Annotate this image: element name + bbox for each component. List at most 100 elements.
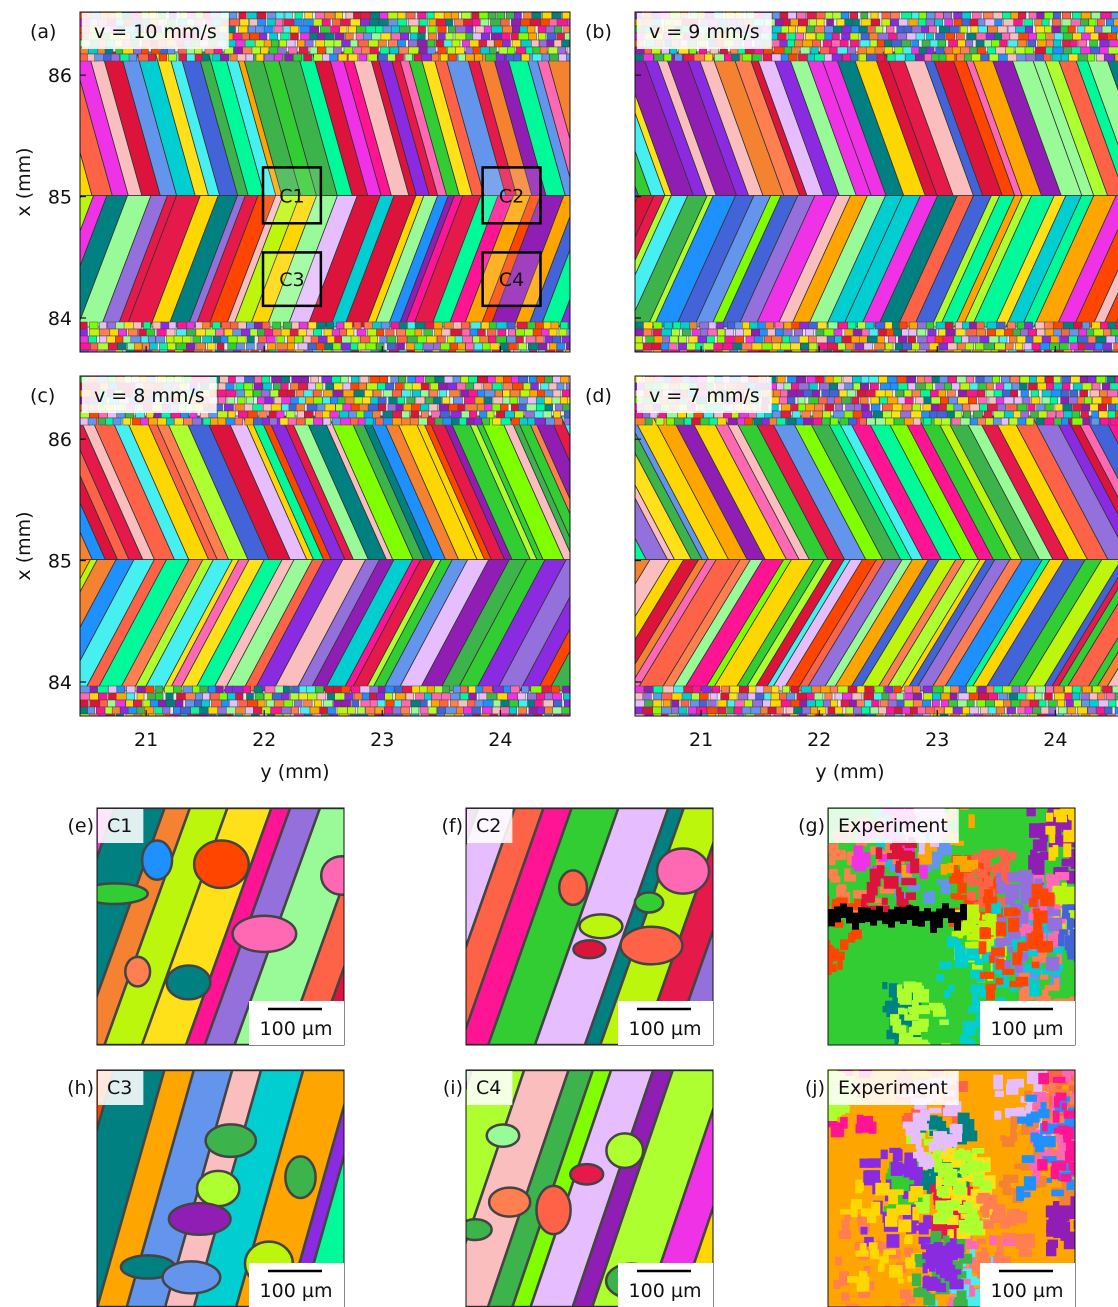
grain bbox=[984, 860, 990, 867]
small-grain bbox=[806, 12, 818, 20]
grain bbox=[124, 955, 152, 988]
small-grain bbox=[507, 46, 516, 55]
grain bbox=[904, 1018, 920, 1026]
small-grain bbox=[884, 389, 893, 398]
small-grain bbox=[699, 713, 709, 716]
small-grain bbox=[463, 713, 474, 716]
small-grain bbox=[1063, 713, 1073, 716]
small-grain bbox=[823, 328, 834, 337]
small-grain bbox=[115, 335, 124, 344]
small-grain bbox=[377, 396, 387, 405]
small-grain bbox=[302, 18, 314, 27]
grain bbox=[851, 1198, 858, 1207]
small-grain bbox=[977, 389, 985, 398]
small-grain bbox=[408, 46, 419, 55]
grain bbox=[994, 1090, 1004, 1097]
grain bbox=[1018, 990, 1029, 1005]
grain bbox=[1084, 823, 1092, 829]
grain bbox=[860, 1208, 868, 1217]
small-grain bbox=[980, 53, 989, 62]
small-grain bbox=[387, 12, 399, 20]
grain bbox=[1046, 1205, 1059, 1215]
small-grain bbox=[247, 25, 257, 34]
small-grain bbox=[414, 349, 424, 352]
small-grain bbox=[424, 692, 432, 701]
small-grain bbox=[370, 349, 379, 352]
small-grain bbox=[930, 396, 941, 405]
grain bbox=[828, 963, 837, 973]
small-grain bbox=[465, 342, 474, 351]
small-grain bbox=[775, 706, 784, 715]
small-grain bbox=[482, 699, 494, 708]
small-grain bbox=[466, 403, 477, 412]
small-grain bbox=[316, 403, 326, 412]
grain bbox=[1079, 1045, 1088, 1058]
small-grain bbox=[849, 32, 860, 41]
grain bbox=[1022, 922, 1028, 929]
small-grain bbox=[383, 389, 393, 398]
small-grain bbox=[1025, 53, 1036, 62]
small-grain bbox=[1045, 713, 1055, 716]
small-grain bbox=[1060, 396, 1070, 405]
small-grain bbox=[797, 18, 809, 27]
grain bbox=[284, 1155, 317, 1200]
small-grain bbox=[438, 389, 447, 398]
small-grain bbox=[660, 713, 673, 716]
small-grain bbox=[1058, 706, 1068, 715]
small-grain bbox=[813, 692, 824, 701]
small-grain bbox=[986, 685, 995, 694]
small-grain bbox=[246, 396, 254, 405]
small-grain bbox=[752, 53, 762, 62]
grain bbox=[904, 1187, 914, 1194]
small-grain bbox=[491, 25, 503, 34]
small-grain bbox=[784, 349, 795, 352]
grain bbox=[916, 1147, 924, 1160]
small-grain bbox=[448, 403, 460, 412]
grain bbox=[892, 1157, 899, 1173]
small-grain bbox=[148, 53, 157, 62]
small-grain bbox=[965, 39, 974, 48]
small-grain bbox=[298, 685, 307, 694]
small-grain bbox=[509, 699, 519, 708]
grain bbox=[864, 1236, 874, 1247]
small-grain bbox=[554, 417, 563, 426]
grain bbox=[813, 909, 823, 922]
small-grain bbox=[474, 53, 483, 62]
grain bbox=[1087, 843, 1101, 854]
small-grain bbox=[635, 349, 644, 352]
small-grain bbox=[935, 46, 945, 55]
small-grain bbox=[321, 376, 333, 384]
small-grain bbox=[1025, 25, 1033, 34]
grain bbox=[954, 954, 969, 968]
small-grain bbox=[164, 713, 176, 716]
small-grain bbox=[1045, 46, 1053, 55]
small-grain bbox=[1011, 713, 1020, 716]
small-grain bbox=[324, 403, 336, 412]
small-grain bbox=[744, 417, 753, 426]
grain bbox=[928, 1141, 942, 1152]
grain bbox=[0, 560, 9, 691]
small-grain bbox=[794, 328, 804, 337]
grain bbox=[912, 1206, 920, 1221]
small-grain bbox=[894, 713, 903, 716]
small-grain bbox=[1073, 699, 1082, 708]
grain bbox=[1055, 892, 1070, 905]
small-grain bbox=[532, 328, 543, 337]
grain bbox=[1086, 816, 1097, 826]
small-grain bbox=[201, 53, 210, 62]
grain bbox=[1002, 968, 1015, 975]
small-grain bbox=[417, 12, 427, 20]
small-grain bbox=[156, 328, 168, 337]
grain bbox=[920, 1109, 930, 1121]
small-grain bbox=[878, 376, 888, 384]
small-grain bbox=[1068, 328, 1079, 337]
grain bbox=[883, 1250, 889, 1264]
small-grain bbox=[402, 713, 412, 716]
small-grain bbox=[149, 699, 159, 708]
small-grain bbox=[518, 403, 528, 412]
small-grain bbox=[972, 12, 982, 20]
small-grain bbox=[552, 692, 562, 701]
grain bbox=[912, 800, 920, 805]
small-grain bbox=[852, 376, 863, 384]
small-grain bbox=[379, 46, 390, 55]
